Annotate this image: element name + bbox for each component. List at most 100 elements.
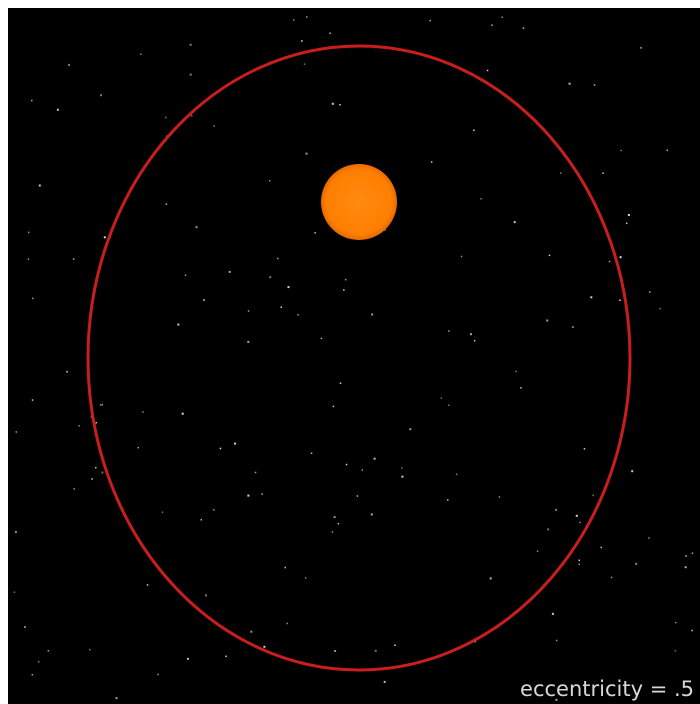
- star: [648, 537, 650, 539]
- space-background: [8, 8, 700, 704]
- star: [674, 650, 677, 652]
- star: [579, 521, 581, 524]
- sun: [321, 164, 397, 240]
- star: [460, 255, 463, 258]
- star: [448, 404, 450, 406]
- star: [203, 299, 205, 302]
- star: [254, 471, 257, 474]
- star: [448, 330, 450, 332]
- star: [501, 16, 503, 18]
- star: [631, 470, 634, 473]
- star: [685, 555, 687, 557]
- star: [195, 226, 198, 229]
- star: [331, 531, 334, 533]
- star: [684, 566, 687, 569]
- star: [625, 222, 628, 225]
- star: [520, 387, 522, 389]
- star: [301, 40, 303, 42]
- star: [47, 650, 50, 652]
- star: [600, 546, 602, 549]
- star: [489, 577, 492, 580]
- star: [142, 411, 144, 413]
- star: [234, 442, 237, 445]
- star: [371, 313, 374, 316]
- star: [261, 493, 263, 495]
- star: [269, 276, 272, 279]
- star: [370, 513, 373, 516]
- star: [140, 53, 142, 55]
- star: [394, 644, 396, 646]
- star: [619, 256, 622, 259]
- star: [536, 550, 539, 552]
- star: [339, 104, 341, 106]
- star: [213, 509, 215, 511]
- star: [473, 129, 475, 131]
- star: [165, 203, 168, 205]
- star: [314, 232, 316, 234]
- orbit: [86, 44, 632, 672]
- star: [345, 463, 348, 466]
- star: [304, 577, 307, 579]
- star: [333, 516, 336, 519]
- star: [480, 198, 482, 200]
- star: [473, 340, 476, 342]
- star: [491, 24, 493, 26]
- star: [334, 650, 337, 652]
- star: [578, 563, 580, 566]
- star: [440, 397, 443, 399]
- star: [161, 511, 164, 513]
- star: [68, 63, 70, 66]
- star: [31, 674, 34, 676]
- star: [513, 221, 516, 224]
- star: [15, 431, 17, 433]
- star: [247, 340, 250, 343]
- star: [99, 404, 102, 406]
- star: [293, 19, 295, 21]
- star: [32, 297, 34, 300]
- star: [409, 428, 412, 431]
- star: [374, 649, 377, 652]
- star: [89, 648, 91, 651]
- star: [284, 566, 286, 569]
- star: [14, 531, 17, 534]
- star: [78, 425, 80, 427]
- star: [610, 576, 613, 579]
- star: [287, 286, 290, 289]
- star: [401, 475, 404, 478]
- star: [95, 466, 97, 469]
- star: [455, 473, 458, 475]
- star: [115, 697, 118, 700]
- star: [101, 471, 104, 474]
- star: [100, 94, 102, 97]
- star: [590, 296, 593, 299]
- star: [691, 629, 693, 632]
- star: [572, 326, 574, 328]
- star: [103, 236, 106, 239]
- star: [38, 661, 40, 663]
- star: [383, 680, 386, 683]
- star: [515, 370, 517, 373]
- star: [627, 214, 630, 216]
- star: [269, 180, 271, 182]
- star: [95, 422, 98, 424]
- star: [666, 149, 668, 151]
- star-field: [13, 16, 694, 701]
- star: [56, 108, 59, 111]
- star: [31, 399, 34, 401]
- star: [24, 626, 26, 628]
- star: [560, 172, 562, 174]
- star: [277, 257, 279, 260]
- star: [373, 457, 376, 460]
- star: [551, 612, 554, 615]
- star: [620, 149, 622, 152]
- star: [205, 594, 207, 597]
- star: [157, 673, 159, 676]
- star: [337, 522, 340, 525]
- star: [486, 69, 489, 72]
- star: [331, 102, 334, 105]
- star: [286, 622, 288, 625]
- star: [137, 446, 139, 449]
- star: [356, 495, 359, 497]
- star: [548, 254, 551, 257]
